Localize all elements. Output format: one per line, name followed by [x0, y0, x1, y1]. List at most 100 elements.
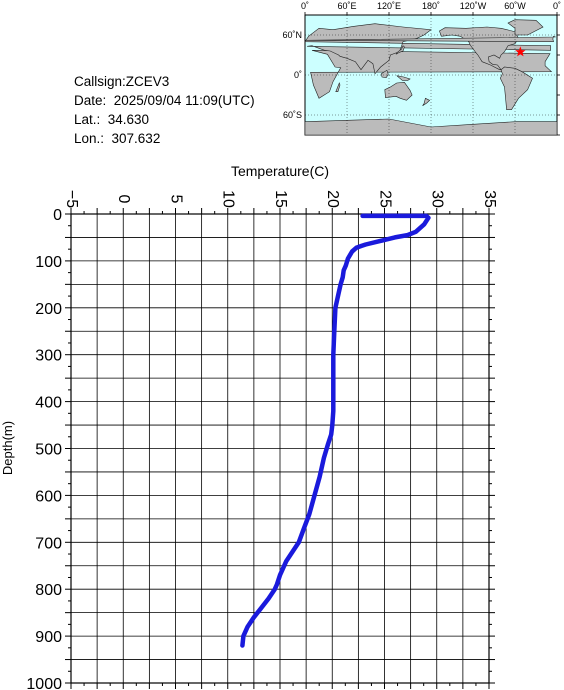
temperature-point	[360, 244, 363, 248]
map-latitude-label: 60˚N	[282, 30, 302, 40]
temperature-point	[326, 442, 330, 446]
x-tick-label: 20	[324, 190, 341, 208]
temperature-point	[393, 236, 397, 239]
temperature-point	[346, 257, 350, 260]
station-info: Callsign:ZCEV3 Date: 2025/09/04 11:09(UT…	[74, 72, 255, 148]
y-axis-label: Depth(m)	[0, 421, 15, 475]
map-latitude-label: 60˚S	[283, 110, 302, 120]
callsign-label: Callsign:ZCEV3	[74, 74, 170, 89]
temperature-point	[332, 376, 335, 380]
x-axis-label: Temperature(C)	[231, 163, 329, 179]
map-latitude-label: 0˚	[294, 70, 302, 80]
map-land	[304, 19, 558, 136]
temperature-point	[332, 353, 335, 356]
island-new-zealand	[422, 97, 431, 106]
temperature-profile-line	[240, 213, 431, 648]
temperature-point	[318, 475, 321, 478]
temperature-point	[278, 573, 282, 577]
map-longitude-label: 0˚	[301, 1, 309, 11]
continent-south-america	[499, 66, 533, 110]
map-tick-labels: 0˚ 60˚E 120˚E 180˚ 120˚W 60˚W 0˚ 60˚N 0˚ 60˚S	[282, 1, 561, 136]
temperature-point	[427, 216, 430, 219]
chart-ticks: −5 0 5 10 15 20 25 30 35010020030040050060070080…	[26, 190, 497, 690]
temperature-point	[259, 606, 263, 610]
latitude-label: Lat.: 34.630	[74, 112, 150, 127]
temperature-point	[355, 246, 358, 249]
station-marker-star	[515, 46, 526, 57]
temperature-point	[341, 276, 344, 279]
temperature-point	[330, 433, 333, 436]
island-uk	[305, 35, 556, 43]
temperature-point	[331, 423, 334, 427]
map-longitude-label: 60˚W	[504, 1, 526, 11]
longitude-label: Lon.: 307.632	[74, 131, 161, 146]
y-tick-label: 600	[35, 488, 62, 505]
temperature-point	[267, 597, 270, 600]
date-label: Date: 2025/09/04 11:09(UTC)	[74, 93, 255, 108]
temperature-point	[344, 264, 348, 267]
temperature-point	[361, 214, 364, 218]
temperature-point	[291, 550, 294, 553]
y-tick-label: 0	[53, 207, 62, 224]
temperature-point	[364, 243, 367, 246]
temperature-point	[406, 233, 409, 237]
y-tick-label: 500	[35, 442, 62, 459]
temperature-point	[275, 583, 279, 586]
temperature-point	[322, 456, 326, 460]
temperature-point	[242, 634, 245, 638]
x-tick-label: 15	[272, 190, 289, 208]
map-longitude-label: 0˚	[553, 1, 561, 11]
temperature-point	[313, 494, 316, 497]
y-tick-label: 900	[35, 629, 62, 646]
x-tick-label: 10	[220, 190, 237, 208]
continent-australia	[384, 81, 413, 101]
temperature-point	[297, 541, 301, 544]
temperature-point	[350, 250, 354, 253]
temperature-point	[339, 283, 342, 286]
temperature-point	[332, 409, 335, 413]
temperature-point	[308, 512, 311, 516]
temperature-point	[246, 625, 249, 628]
island-new-guinea	[396, 75, 411, 81]
temperature-point	[342, 269, 345, 272]
temperature-point	[252, 616, 256, 619]
y-tick-label: 700	[35, 535, 62, 552]
x-tick-label: −5	[63, 190, 80, 208]
y-tick-label: 400	[35, 395, 62, 412]
temperature-point	[414, 230, 418, 234]
x-tick-label: 30	[429, 190, 446, 208]
map-longitude-label: 60˚E	[337, 1, 356, 11]
map-graticule	[305, 15, 557, 135]
x-tick-label: 5	[167, 195, 184, 204]
chart-series	[240, 213, 431, 648]
y-tick-label: 200	[35, 301, 62, 318]
island-japan	[395, 45, 405, 55]
temperature-point	[425, 214, 428, 218]
continent-greenland	[507, 19, 544, 36]
y-tick-label: 800	[35, 582, 62, 599]
island-borneo	[380, 69, 389, 79]
temperature-point	[423, 223, 426, 226]
y-tick-label: 1000	[26, 676, 62, 690]
station-marker-icon	[515, 46, 526, 57]
map-longitude-label: 180˚	[422, 1, 440, 11]
x-tick-label: 35	[481, 190, 498, 208]
temperature-point	[302, 527, 306, 530]
temperature-point	[333, 330, 336, 333]
island-madagascar	[335, 82, 341, 92]
temperature-point	[273, 588, 276, 591]
temperature-point	[337, 292, 340, 295]
map-longitude-label: 120˚W	[460, 1, 487, 11]
chart-grid	[70, 213, 490, 684]
x-tick-label: 25	[376, 190, 393, 208]
temperature-point	[285, 559, 288, 563]
y-tick-label: 300	[35, 348, 62, 365]
temperature-point	[378, 240, 381, 243]
temperature-point	[334, 306, 337, 309]
temperature-point	[332, 400, 335, 403]
map-longitude-label: 120˚E	[377, 1, 401, 11]
y-tick-label: 100	[35, 254, 62, 271]
x-tick-label: 0	[115, 195, 132, 204]
world-map: 0˚ 60˚E 120˚E 180˚ 120˚W 60˚W 0˚ 60˚N 0˚ 60˚S	[282, 1, 561, 136]
